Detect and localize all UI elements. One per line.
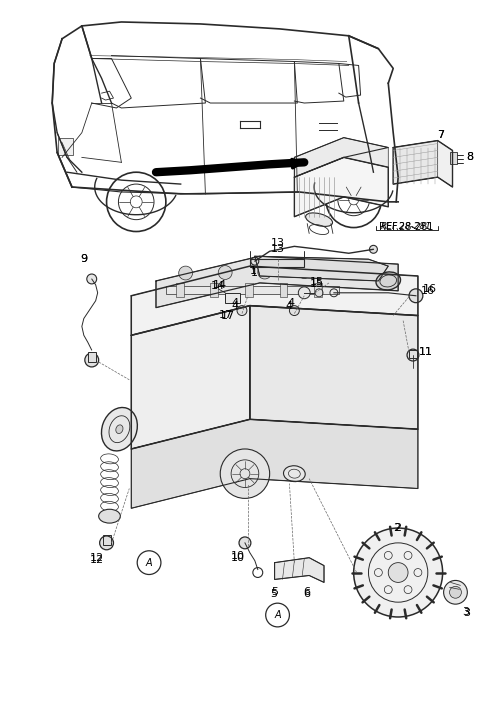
Polygon shape [393, 141, 453, 187]
Circle shape [444, 580, 468, 604]
Text: REF.28-281: REF.28-281 [381, 222, 432, 231]
Text: 5: 5 [270, 589, 277, 599]
Bar [210, 283, 218, 297]
Text: 4: 4 [231, 300, 239, 310]
Circle shape [239, 537, 251, 549]
Circle shape [85, 353, 99, 367]
Bar [225, 293, 240, 303]
Text: 8: 8 [466, 152, 473, 162]
Polygon shape [131, 305, 250, 449]
Text: 6: 6 [304, 587, 311, 597]
Circle shape [370, 245, 377, 253]
Text: A: A [146, 557, 152, 567]
Text: 5: 5 [271, 587, 278, 597]
Text: 14: 14 [211, 281, 225, 291]
Bar [176, 283, 184, 297]
Polygon shape [156, 256, 398, 308]
Bar [166, 286, 339, 294]
Circle shape [407, 349, 419, 361]
Text: 3: 3 [462, 607, 469, 617]
Bar [103, 535, 110, 545]
Text: 9: 9 [80, 254, 87, 264]
Polygon shape [393, 141, 438, 184]
Polygon shape [275, 557, 324, 583]
Circle shape [258, 265, 272, 279]
Text: 11: 11 [419, 347, 433, 357]
Circle shape [337, 264, 351, 278]
Bar [279, 283, 288, 297]
Polygon shape [131, 419, 418, 508]
Circle shape [297, 265, 311, 279]
Bar [245, 283, 253, 297]
Polygon shape [294, 138, 388, 177]
Text: 13: 13 [271, 244, 285, 254]
Ellipse shape [99, 509, 120, 523]
Circle shape [220, 449, 270, 498]
Circle shape [289, 305, 300, 316]
Text: 15: 15 [310, 279, 324, 289]
Text: 2: 2 [395, 523, 402, 533]
Text: 8: 8 [466, 152, 473, 162]
Circle shape [87, 274, 96, 284]
Circle shape [450, 586, 461, 599]
Text: 4: 4 [286, 300, 293, 310]
Text: 3: 3 [463, 608, 470, 618]
Circle shape [179, 266, 192, 280]
Bar [409, 350, 417, 358]
Text: 1: 1 [252, 268, 258, 278]
Circle shape [409, 289, 423, 303]
Text: 7: 7 [437, 130, 444, 139]
Text: 14: 14 [213, 280, 228, 290]
Text: 1: 1 [249, 266, 256, 276]
Ellipse shape [284, 466, 305, 482]
Circle shape [354, 528, 443, 617]
Text: 10: 10 [231, 551, 245, 561]
Text: 16: 16 [421, 286, 435, 296]
Circle shape [100, 536, 113, 549]
Text: A: A [274, 610, 281, 620]
Text: 17: 17 [221, 310, 235, 321]
Bar [314, 283, 322, 297]
Bar [450, 152, 457, 165]
Text: 2: 2 [394, 523, 401, 533]
Text: 13: 13 [271, 238, 285, 248]
Circle shape [251, 257, 259, 265]
Circle shape [388, 562, 408, 583]
Ellipse shape [306, 213, 333, 227]
Polygon shape [294, 157, 388, 217]
Text: 6: 6 [304, 589, 311, 599]
Text: 12: 12 [90, 554, 104, 565]
Text: 15: 15 [310, 277, 324, 287]
Text: 16: 16 [423, 284, 437, 294]
Text: 4: 4 [231, 297, 239, 308]
Text: 12: 12 [90, 553, 104, 562]
Text: 11: 11 [419, 347, 433, 357]
Circle shape [218, 266, 232, 279]
Polygon shape [255, 256, 388, 281]
Text: REF.28-281: REF.28-281 [379, 222, 433, 232]
Polygon shape [131, 266, 418, 335]
Bar [88, 352, 96, 362]
Ellipse shape [101, 407, 137, 451]
Text: 4: 4 [288, 297, 295, 308]
Text: 17: 17 [219, 310, 233, 320]
Polygon shape [250, 305, 418, 429]
Ellipse shape [116, 425, 123, 433]
Text: 9: 9 [80, 254, 87, 264]
Circle shape [237, 305, 247, 316]
Text: 7: 7 [437, 130, 444, 139]
Bar [58, 138, 73, 155]
Ellipse shape [376, 272, 400, 290]
Text: 10: 10 [231, 553, 245, 562]
Circle shape [298, 287, 310, 299]
Bar [250, 259, 304, 267]
